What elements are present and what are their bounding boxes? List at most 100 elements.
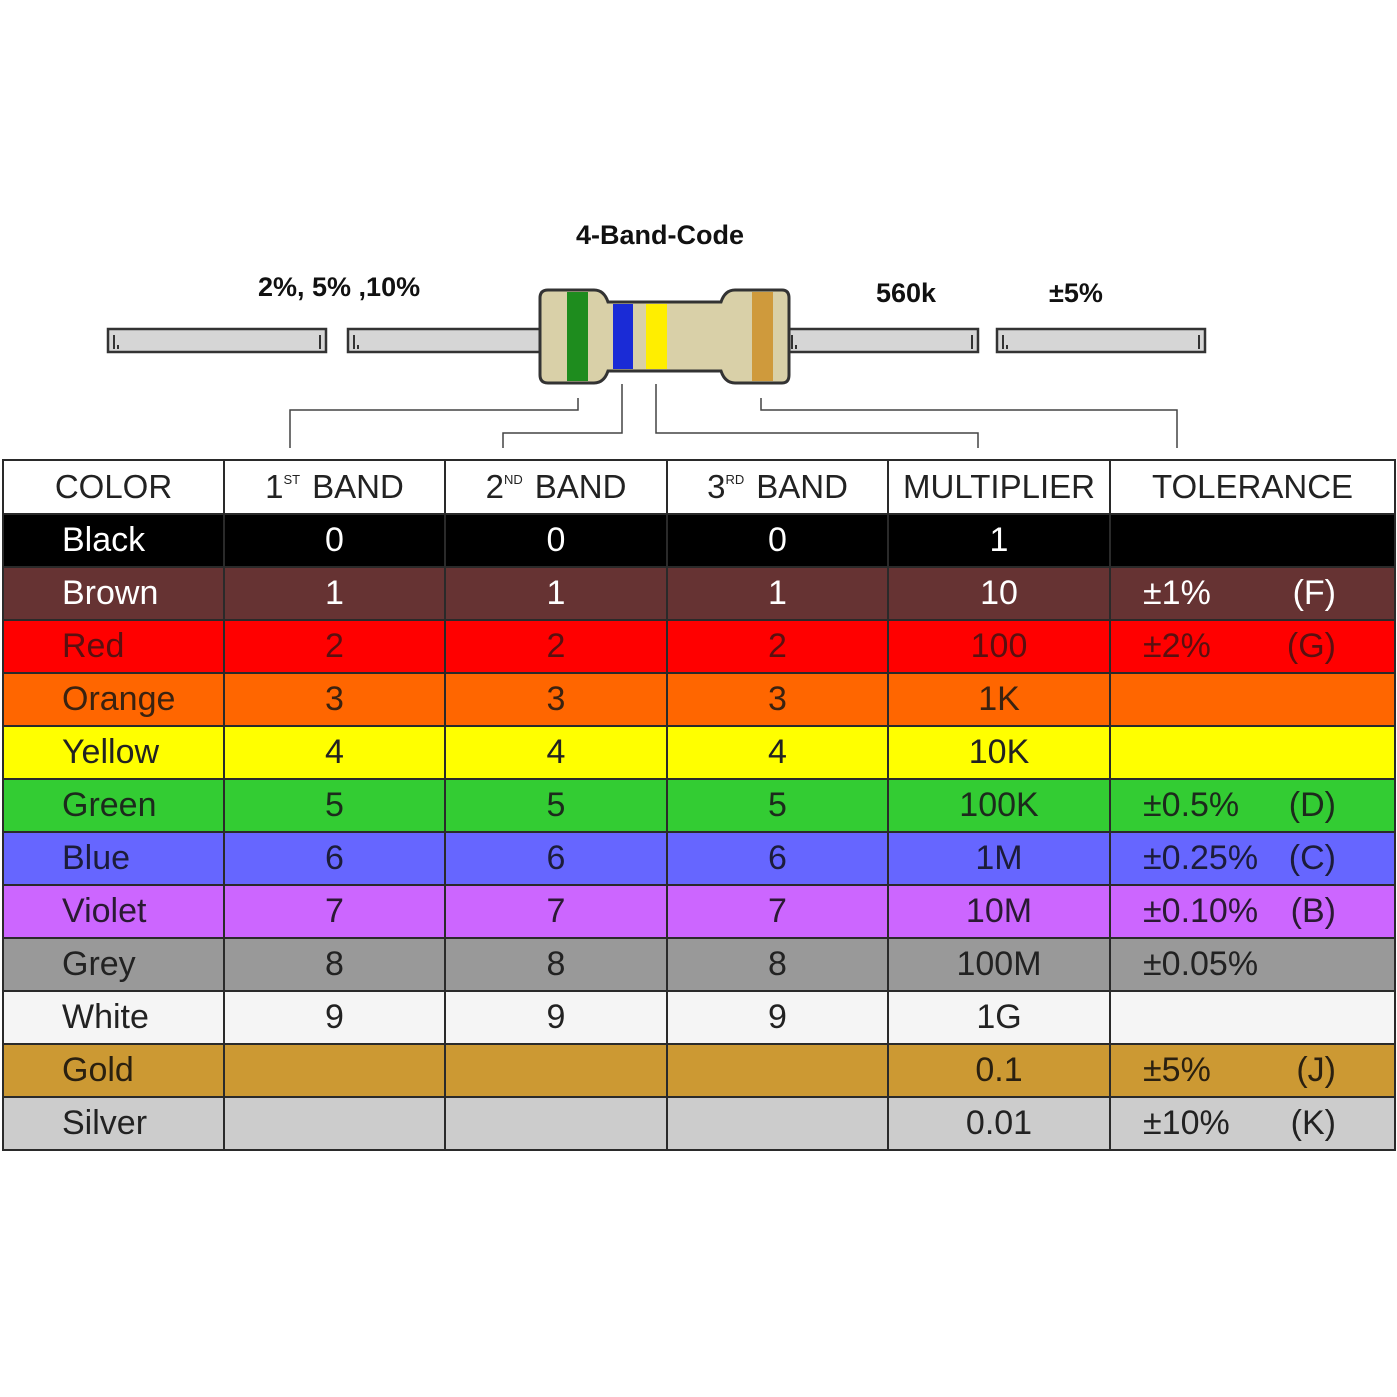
tolerance-letter-code: (K) — [1290, 1104, 1336, 1142]
multiplier-cell: 10K — [887, 725, 1111, 780]
tolerance-letter-code: (G) — [1286, 627, 1336, 665]
tolerance-cell: ±0.5% (D) — [1109, 778, 1396, 833]
header-multiplier: MULTIPLIER — [887, 459, 1111, 515]
multiplier-cell: 100M — [887, 937, 1111, 992]
tolerance-cell — [1109, 672, 1396, 727]
band-2-digit-cell: 6 — [444, 831, 668, 886]
color-code-table: COLOR 1ST BAND 2ND BAND 3RD BAND MULTIPLIER… — [2, 459, 1396, 1151]
band-2-digit-cell: 9 — [444, 990, 668, 1045]
color-name-cell: Green — [2, 778, 225, 833]
color-name-cell: Yellow — [2, 725, 225, 780]
tolerance-cell: ±0.10% (B) — [1109, 884, 1396, 939]
table-row: Brown 1 1 1 10 ±1% (F) — [2, 566, 1396, 621]
band-4 — [752, 292, 773, 381]
band-3-digit-cell: 5 — [666, 778, 889, 833]
header-band-1: 1ST BAND — [223, 459, 446, 515]
band-1-digit-cell: 5 — [223, 778, 446, 833]
multiplier-cell: 1K — [887, 672, 1111, 727]
band-3-digit-cell: 1 — [666, 566, 889, 621]
resistor-diagram — [106, 288, 1207, 448]
table-row: White 9 9 9 1G — [2, 990, 1396, 1045]
band-2-digit-cell: 3 — [444, 672, 668, 727]
band-3-digit-cell: 7 — [666, 884, 889, 939]
table-row: Orange 3 3 3 1K — [2, 672, 1396, 727]
tolerance-value: ±1% — [1143, 574, 1211, 612]
header-band-1-num: 1 — [265, 468, 284, 505]
tolerance-cell: ±0.05% — [1109, 937, 1396, 992]
right-lead — [784, 327, 1207, 354]
tolerance-value: ±0.05% — [1143, 945, 1259, 983]
table-row: Black 0 0 0 1 — [2, 513, 1396, 568]
tolerance-range-label: 2%, 5% ,10% — [258, 272, 421, 302]
color-name-cell: Violet — [2, 884, 225, 939]
diagram-title: 4-Band-Code — [576, 220, 744, 250]
tolerance-letter-code: (B) — [1290, 892, 1336, 930]
multiplier-cell: 1 — [887, 513, 1111, 568]
band-3-digit-cell — [666, 1043, 889, 1098]
tolerance-cell — [1109, 990, 1396, 1045]
tolerance-cell: ±2% (G) — [1109, 619, 1396, 674]
left-lead — [106, 327, 542, 354]
band-3-digit-cell — [666, 1096, 889, 1151]
band-3-digit-cell: 9 — [666, 990, 889, 1045]
band-1-digit-cell: 7 — [223, 884, 446, 939]
tolerance-cell — [1109, 725, 1396, 780]
band-1-digit-cell: 9 — [223, 990, 446, 1045]
header-band-3-num: 3 — [707, 468, 726, 505]
band-3-digit-cell: 3 — [666, 672, 889, 727]
header-band-2-word: BAND — [534, 468, 627, 505]
header-tolerance: TOLERANCE — [1109, 459, 1396, 515]
band-2-digit-cell: 5 — [444, 778, 668, 833]
color-name-cell: Orange — [2, 672, 225, 727]
tolerance-value: ±2% — [1143, 627, 1211, 665]
multiplier-cell: 10 — [887, 566, 1111, 621]
band-2-digit-cell: 0 — [444, 513, 668, 568]
tolerance-value: ±10% — [1143, 1104, 1230, 1142]
header-color: COLOR — [2, 459, 225, 515]
color-name-cell: Red — [2, 619, 225, 674]
multiplier-cell: 100 — [887, 619, 1111, 674]
tolerance-example-label: ±5% — [1049, 278, 1103, 308]
multiplier-cell: 0.1 — [887, 1043, 1111, 1098]
band-3 — [646, 304, 667, 369]
header-band-3: 3RD BAND — [666, 459, 889, 515]
color-name-cell: Grey — [2, 937, 225, 992]
color-name-cell: White — [2, 990, 225, 1045]
multiplier-cell: 1M — [887, 831, 1111, 886]
color-name-cell: Blue — [2, 831, 225, 886]
header-band-2-num: 2 — [485, 468, 504, 505]
tolerance-cell — [1109, 513, 1396, 568]
tolerance-letter-code: (F) — [1292, 574, 1336, 612]
band-2-digit-cell — [444, 1096, 668, 1151]
header-band-3-word: BAND — [756, 468, 848, 505]
band-2-digit-cell: 7 — [444, 884, 668, 939]
band-1-digit-cell: 1 — [223, 566, 446, 621]
resistance-value-label: 560k — [876, 278, 937, 308]
tolerance-cell: ±5% (J) — [1109, 1043, 1396, 1098]
band-3-digit-cell: 4 — [666, 725, 889, 780]
band-1-digit-cell — [223, 1043, 446, 1098]
band-1-digit-cell: 6 — [223, 831, 446, 886]
multiplier-cell: 1G — [887, 990, 1111, 1045]
tolerance-value: ±0.10% — [1143, 892, 1259, 930]
band-3-digit-cell: 0 — [666, 513, 889, 568]
multiplier-cell: 0.01 — [887, 1096, 1111, 1151]
band-1-digit-cell: 0 — [223, 513, 446, 568]
tolerance-value: ±0.25% — [1143, 839, 1259, 877]
header-band-3-suffix: RD — [725, 472, 745, 487]
table-row: Green 5 5 5 100K ±0.5% (D) — [2, 778, 1396, 833]
tolerance-letter-code: (J) — [1296, 1051, 1336, 1089]
band-1-digit-cell: 2 — [223, 619, 446, 674]
table-row: Blue 6 6 6 1M ±0.25% (C) — [2, 831, 1396, 886]
tolerance-cell: ±1% (F) — [1109, 566, 1396, 621]
header-band-1-word: BAND — [312, 468, 404, 505]
band-2-digit-cell: 8 — [444, 937, 668, 992]
color-name-cell: Gold — [2, 1043, 225, 1098]
multiplier-cell: 10M — [887, 884, 1111, 939]
table-row: Gold 0.1 ±5% (J) — [2, 1043, 1396, 1098]
header-band-1-suffix: ST — [283, 472, 301, 487]
band-1-digit-cell: 8 — [223, 937, 446, 992]
color-name-cell: Brown — [2, 566, 225, 621]
header-band-2: 2ND BAND — [444, 459, 668, 515]
tolerance-cell: ±0.25% (C) — [1109, 831, 1396, 886]
